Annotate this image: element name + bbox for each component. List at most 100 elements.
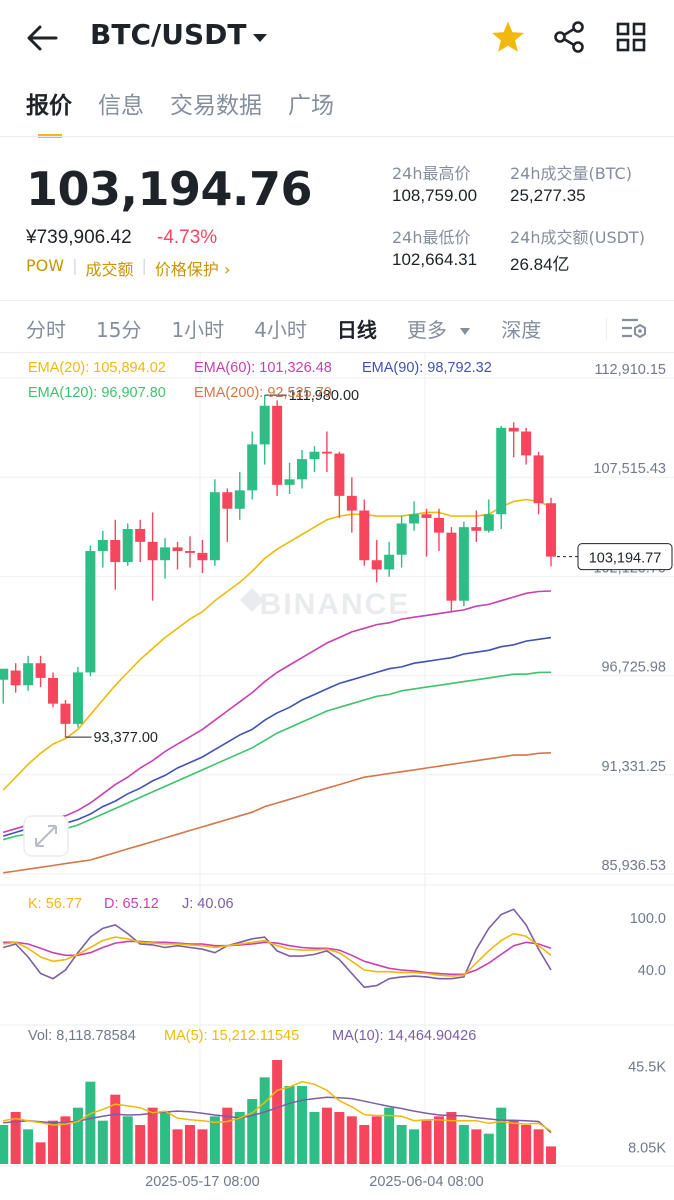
vol-ma10-label: MA(10): 14,464.90426 [332,1028,477,1044]
price-axis-label: 85,936.53 [601,858,666,874]
share-icon[interactable] [552,20,586,59]
price-axis-label: 107,515.43 [593,461,666,477]
candle-body [247,444,258,491]
ema60-label: EMA(60): 101,326.48 [194,360,332,376]
vol-btc-label: 24h成交量(BTC) [510,164,632,183]
volume-bar [297,1086,308,1164]
volume-bar [409,1129,420,1164]
low-marker-label: 93,377.00 [93,730,158,746]
dropdown-icon[interactable] [252,31,268,49]
candle-body [458,527,469,601]
volume-bar [259,1077,270,1164]
kdj-axis-label: 40.0 [638,963,666,979]
vol-ma5-label: MA(5): 15,212.11545 [164,1028,300,1044]
binance-watermark: BINANCE [260,588,411,621]
volume-bar [110,1094,121,1164]
tab-quote[interactable]: 报价 [26,86,72,138]
chart-settings-icon[interactable] [620,316,648,345]
candle-body [172,547,183,552]
candle-body [334,453,345,496]
volume-axis-label: 45.5K [628,1059,666,1075]
volume-bar [160,1112,171,1164]
interval-tab-more[interactable]: 更多 [407,314,471,343]
ema20-line [2,498,552,791]
interval-tab-15m[interactable]: 15分 [96,318,142,342]
price-axis-label: 96,725.98 [601,660,666,676]
low-value: 102,664.31 [392,250,478,269]
tag-pow[interactable]: POW [26,256,65,275]
volume-bar [471,1129,482,1164]
candle-body [521,431,532,456]
candle-body [72,672,83,724]
volume-bar [23,1129,34,1164]
tab-trading-data[interactable]: 交易数据 [170,93,262,119]
volume-bar [359,1125,370,1164]
candle-body [533,455,544,504]
interval-tab-4h[interactable]: 4小时 [254,318,307,342]
volume-bar [0,1125,9,1164]
tag-price-protect[interactable]: 价格保护 › [154,260,231,279]
candle-body [97,540,108,552]
back-arrow-icon[interactable] [24,24,60,52]
high-label: 24h最高价 [392,164,471,183]
volume-bar [321,1107,332,1164]
volume-bar [421,1120,432,1164]
volume-bar [85,1081,96,1164]
volume-bar [346,1116,357,1164]
ema20-label: EMA(20): 105,894.02 [28,360,166,376]
candle-body [272,405,283,485]
volume-bar [546,1146,557,1164]
tabs-separator [606,318,607,340]
candle-body [496,427,507,515]
candle-body [259,405,270,445]
candle-body [10,670,21,686]
volume-bar [371,1116,382,1164]
volume-bar [384,1107,395,1164]
vol-usdt-value: 26.84亿 [510,255,570,274]
volume-bar [35,1142,46,1164]
tab-square[interactable]: 广场 [288,93,334,119]
binance-logo-icon [240,588,264,612]
volume-bar [334,1112,345,1164]
vol-usdt-label: 24h成交额(USDT) [510,228,645,247]
kdj-j-label: J: 40.06 [182,896,234,912]
tab-info[interactable]: 信息 [98,93,144,119]
interval-tab-timeshare[interactable]: 分时 [26,318,66,342]
vol-label: Vol: 8,118.78584 [28,1028,136,1044]
depth-tab[interactable]: 深度 [501,318,542,342]
ema90-label: EMA(90): 98,792.32 [362,360,492,376]
current-price-box [577,543,673,571]
candle-body [359,510,370,561]
volume-bar [222,1107,233,1164]
candle-body [409,514,420,524]
more-dropdown-icon [460,328,471,335]
tag-row: POW | 成交额 | 价格保护 › [26,256,231,279]
interval-tab-1h[interactable]: 1小时 [171,318,225,342]
kline-chart[interactable]: 112,910.15107,515.43102,120.7096,725.989… [0,352,674,1200]
tag-turnover[interactable]: 成交额 [85,260,134,279]
candle-body [346,495,357,511]
ema120-label: EMA(120): 96,907.80 [28,385,166,401]
candle-body [197,552,208,561]
volume-bar [309,1112,320,1164]
pair-title[interactable]: BTC/USDT [90,18,247,51]
candle-body [421,514,432,518]
volume-bar [10,1112,21,1164]
candle-body [396,523,407,555]
chart-tabs-bottom-divider [0,352,674,353]
chart-interval-tabs: 分时 15分 1小时 4小时 日线 更多 深度 [26,314,571,343]
volume-bar [72,1107,83,1164]
ema200-label: EMA(200): 92,525.70 [194,385,332,401]
candle-body [122,528,133,563]
candle-body [60,703,71,724]
volume-bar [496,1107,507,1164]
high-value: 108,759.00 [392,186,478,205]
volume-bar [533,1129,544,1164]
tabs-divider [0,136,674,137]
candle-body [23,663,34,686]
interval-tab-1d[interactable]: 日线 [336,318,377,342]
volume-bar [122,1116,133,1164]
star-icon[interactable] [490,20,526,59]
kdj-k-line [3,932,552,977]
grid-icon[interactable] [616,22,646,57]
